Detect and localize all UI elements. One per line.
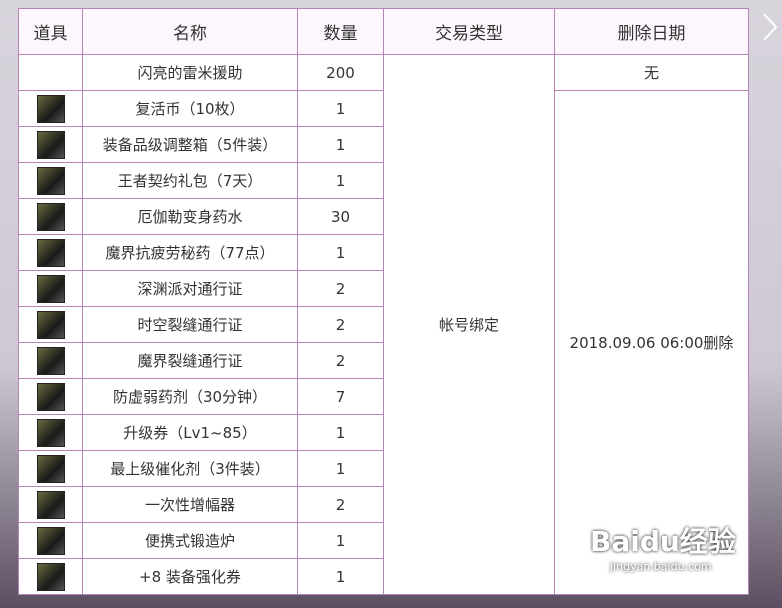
item-count: 1 (297, 522, 384, 559)
item-count: 1 (297, 450, 384, 487)
item-icon (36, 202, 65, 231)
icon-cell (18, 198, 83, 235)
table-row: 时空裂缝通行证 2 (18, 306, 749, 343)
delete-date: 2018.09.06 06:00删除 (554, 90, 749, 595)
item-name: 王者契约礼包（7天） (82, 162, 298, 199)
icon-cell (18, 234, 83, 271)
item-count: 1 (297, 234, 384, 271)
header-cell: 交易类型 (383, 8, 555, 55)
icon-cell (18, 270, 83, 307)
table-row: 便携式锻造炉 1 (18, 522, 749, 559)
item-icon (36, 310, 65, 339)
item-count: 1 (297, 90, 384, 127)
next-arrow[interactable] (760, 12, 780, 42)
icon-cell (18, 126, 83, 163)
item-icon (36, 526, 65, 555)
item-name: 防虚弱药剂（30分钟） (82, 378, 298, 415)
icon-cell (18, 414, 83, 451)
item-count: 2 (297, 270, 384, 307)
item-icon (36, 130, 65, 159)
table-row: 防虚弱药剂（30分钟） 7 (18, 378, 749, 415)
icon-cell (18, 162, 83, 199)
watermark-url: jingyan.baidu.com (610, 560, 712, 573)
icon-cell (18, 54, 83, 91)
item-count: 1 (297, 414, 384, 451)
item-count: 7 (297, 378, 384, 415)
header-cell: 删除日期 (554, 8, 749, 55)
icon-cell (18, 90, 83, 127)
item-name: 复活币（10枚） (82, 90, 298, 127)
item-count: 2 (297, 306, 384, 343)
icon-cell (18, 306, 83, 343)
item-count: 2 (297, 486, 384, 523)
item-name: 魔界裂缝通行证 (82, 342, 298, 379)
header-cell: 名称 (82, 8, 298, 55)
item-name: 最上级催化剂（3件装） (82, 450, 298, 487)
table-row: 厄伽勒变身药水 30 (18, 198, 749, 235)
watermark: Baidu经验 jingyan.baidu.com (590, 520, 736, 573)
header-cell: 数量 (297, 8, 384, 55)
header-row: 道具 名称 数量 交易类型 删除日期 (18, 8, 749, 55)
reward-table: 道具 名称 数量 交易类型 删除日期 闪亮的雷米援助 200 帐号绑定无复活币（10枚） 1 2… (18, 8, 749, 595)
item-icon (36, 418, 65, 447)
item-icon (36, 454, 65, 483)
table-row: 深渊派对通行证 2 (18, 270, 749, 307)
delete-date: 无 (554, 54, 749, 91)
item-name: 一次性增幅器 (82, 486, 298, 523)
icon-cell (18, 450, 83, 487)
item-name: 厄伽勒变身药水 (82, 198, 298, 235)
item-icon (36, 382, 65, 411)
item-name: 时空裂缝通行证 (82, 306, 298, 343)
item-name: +8 装备强化券 (82, 558, 298, 595)
table-row: 闪亮的雷米援助 200 帐号绑定无 (18, 54, 749, 595)
watermark-brand: Baidu经验 (590, 525, 736, 558)
item-count: 1 (297, 558, 384, 595)
item-count: 1 (297, 126, 384, 163)
table-row: 魔界裂缝通行证 2 (18, 342, 749, 379)
item-icon (36, 238, 65, 267)
item-icon (36, 562, 65, 591)
item-name: 装备品级调整箱（5件装） (82, 126, 298, 163)
icon-cell (18, 486, 83, 523)
trade-type: 帐号绑定 (383, 54, 555, 595)
item-count: 200 (297, 54, 384, 91)
item-icon (36, 490, 65, 519)
item-count: 2 (297, 342, 384, 379)
icon-cell (18, 558, 83, 595)
table-row: 王者契约礼包（7天） 1 (18, 162, 749, 199)
table-row: 升级券（Lv1~85） 1 (18, 414, 749, 451)
header-cell: 道具 (18, 8, 83, 55)
item-name: 深渊派对通行证 (82, 270, 298, 307)
icon-cell (18, 522, 83, 559)
item-name: 魔界抗疲劳秘药（77点） (82, 234, 298, 271)
item-count: 1 (297, 162, 384, 199)
item-icon (36, 274, 65, 303)
item-name: 闪亮的雷米援助 (82, 54, 298, 91)
item-icon (36, 94, 65, 123)
item-name: 便携式锻造炉 (82, 522, 298, 559)
table-row: +8 装备强化券 1 (18, 558, 749, 595)
item-count: 30 (297, 198, 384, 235)
item-icon (36, 346, 65, 375)
item-name: 升级券（Lv1~85） (82, 414, 298, 451)
icon-cell (18, 378, 83, 415)
icon-cell (18, 342, 83, 379)
item-icon (36, 166, 65, 195)
